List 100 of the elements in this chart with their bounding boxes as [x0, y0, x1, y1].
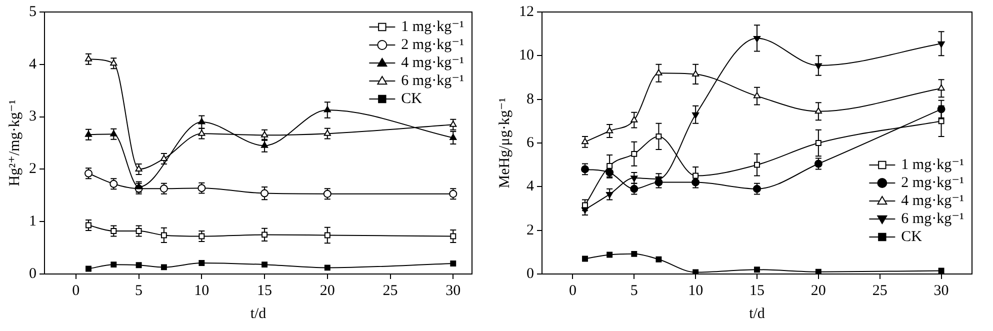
point: [630, 116, 638, 122]
point: [655, 69, 662, 76]
point: [937, 105, 946, 114]
point: [135, 183, 142, 190]
point: [692, 70, 700, 76]
y-tick-label: 4: [526, 178, 534, 195]
x-tick-label: 20: [810, 282, 826, 299]
point: [938, 41, 945, 48]
point: [136, 228, 142, 234]
legend-label: 2 mg·kg⁻¹: [901, 174, 964, 191]
point: [84, 130, 92, 137]
legend-label: 4 mg·kg⁻¹: [401, 54, 464, 71]
point: [261, 142, 268, 148]
point: [606, 126, 614, 134]
legend-label: 1 mg·kg⁻¹: [901, 156, 964, 173]
point: [324, 264, 330, 271]
point: [606, 192, 614, 198]
point: [450, 260, 456, 266]
point: [262, 262, 268, 268]
point: [86, 222, 92, 228]
point: [262, 232, 268, 238]
point: [198, 260, 205, 266]
point: [606, 162, 613, 169]
x-tick-label: 10: [688, 282, 704, 299]
legend-label: CK: [901, 228, 922, 245]
legend-label: 4 mg·kg⁻¹: [901, 192, 964, 209]
y-tick-label: 2: [526, 222, 534, 238]
point: [582, 256, 588, 262]
point: [110, 130, 118, 136]
x-tick-label: 30: [446, 282, 461, 299]
point: [160, 154, 168, 161]
point: [261, 131, 268, 138]
y-tick-label: 6: [526, 134, 534, 151]
legend-label: 1 mg·kg⁻¹: [401, 18, 464, 35]
x-tick-label: 25: [382, 282, 398, 299]
x-tick-label: 0: [568, 282, 576, 299]
point: [450, 134, 457, 140]
point: [581, 207, 589, 214]
point: [938, 268, 944, 274]
point: [938, 84, 945, 91]
y-tick-label: 2: [29, 161, 36, 178]
point: [324, 106, 331, 112]
x-tick-label: 25: [872, 282, 888, 299]
point: [692, 112, 700, 119]
x-tick-label: 15: [750, 282, 764, 299]
point: [260, 189, 269, 198]
x-axis-title: t/d: [250, 306, 267, 322]
point: [753, 92, 761, 98]
point: [198, 130, 206, 136]
y-tick-label: 8: [526, 91, 534, 108]
y-tick-label: 12: [519, 4, 534, 20]
x-tick-label: 30: [934, 282, 949, 299]
point: [606, 252, 613, 258]
legend-label: CK: [401, 90, 422, 107]
point: [198, 118, 206, 124]
point: [198, 233, 205, 240]
y-axis-title: Hg²⁺/mg·kg⁻¹: [6, 100, 23, 186]
point: [160, 264, 167, 270]
point: [692, 172, 699, 179]
point: [815, 140, 822, 146]
x-axis-title: t/d: [749, 306, 766, 322]
point: [631, 250, 638, 257]
legend-label: 6 mg·kg⁻¹: [901, 210, 964, 227]
legend-label: 6 mg·kg⁻¹: [401, 72, 464, 89]
y-tick-label: 0: [526, 266, 534, 282]
point: [84, 55, 92, 62]
x-tick-label: 5: [135, 282, 143, 299]
point: [136, 262, 142, 268]
point: [324, 130, 331, 136]
point: [630, 176, 638, 182]
x-tick-label: 0: [72, 282, 80, 299]
point: [450, 120, 457, 127]
x-tick-label: 10: [194, 282, 210, 299]
point: [631, 150, 638, 157]
y-tick-label: 10: [519, 48, 534, 64]
y-tick-label: 3: [29, 108, 36, 125]
y-tick-label: 5: [29, 4, 36, 20]
point: [450, 233, 456, 240]
point: [656, 256, 662, 262]
point: [324, 232, 330, 238]
point: [938, 118, 944, 124]
point: [581, 138, 589, 144]
point: [86, 266, 92, 272]
point: [110, 59, 118, 66]
y-tick-label: 0: [29, 266, 36, 282]
point: [754, 266, 760, 273]
point: [160, 232, 167, 238]
point: [753, 36, 761, 42]
point: [656, 133, 662, 140]
x-tick-label: 15: [257, 282, 272, 299]
point: [110, 228, 117, 234]
point: [814, 107, 822, 114]
x-tick-label: 20: [320, 282, 335, 299]
y-tick-label: 4: [29, 56, 37, 72]
point: [814, 63, 822, 70]
legend-label: 2 mg·kg⁻¹: [401, 36, 464, 53]
point: [135, 165, 142, 172]
point: [815, 268, 822, 274]
y-tick-label: 1: [29, 214, 36, 230]
point: [110, 262, 117, 268]
